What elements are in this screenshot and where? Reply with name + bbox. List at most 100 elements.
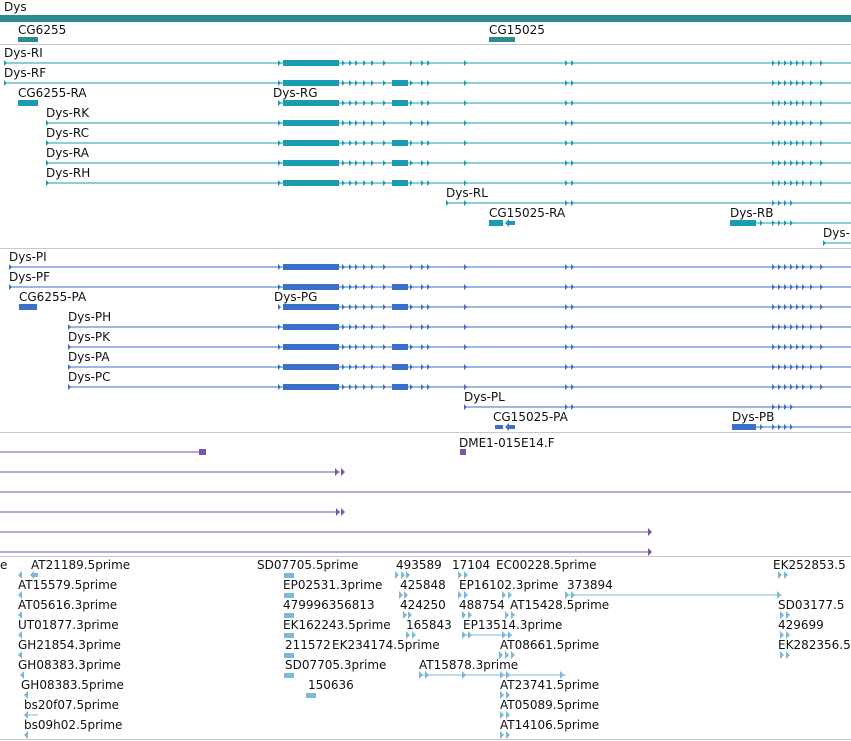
est-block[interactable] [306, 693, 316, 698]
exon-block[interactable] [392, 160, 408, 166]
est-label[interactable]: bs09h02.5prime [24, 718, 123, 732]
transcript-label[interactable]: Dys-RK [46, 106, 90, 120]
exon-mark[interactable] [565, 140, 568, 146]
exon-block[interactable] [283, 60, 339, 66]
exon-mark[interactable] [784, 264, 787, 270]
exon-mark[interactable] [778, 404, 781, 410]
exon-mark[interactable] [506, 711, 510, 719]
exon-mark[interactable] [18, 611, 22, 619]
exon-mark[interactable] [464, 404, 467, 410]
exon-mark[interactable] [335, 468, 339, 476]
exon-mark[interactable] [796, 284, 799, 290]
exon-mark[interactable] [404, 591, 408, 599]
exon-mark[interactable] [565, 591, 569, 599]
est-label[interactable]: UT01877.3prime [18, 618, 119, 632]
exon-mark[interactable] [363, 384, 366, 390]
exon-mark[interactable] [464, 160, 467, 166]
exon-mark[interactable] [790, 364, 793, 370]
exon-mark[interactable] [780, 651, 784, 659]
est-label[interactable]: EK162243.5prime [283, 618, 391, 632]
exon-mark[interactable] [778, 344, 781, 350]
transcript-label[interactable]: Dys-RF [4, 66, 47, 80]
exon-mark[interactable] [342, 100, 345, 106]
subgene-label-cg6255[interactable]: CG6255 [18, 23, 67, 37]
exon-mark[interactable] [341, 508, 345, 516]
exon-mark[interactable] [421, 120, 424, 126]
est-label[interactable]: EK282356.5 [778, 638, 851, 652]
exon-mark[interactable] [786, 651, 790, 659]
exon-mark[interactable] [500, 691, 504, 699]
exon-block[interactable] [283, 344, 339, 350]
exon-mark[interactable] [20, 671, 24, 679]
exon-mark[interactable] [410, 324, 413, 330]
exon-mark[interactable] [778, 384, 781, 390]
exon-mark[interactable] [820, 384, 823, 390]
exon-mark[interactable] [820, 324, 823, 330]
exon-mark[interactable] [790, 304, 793, 310]
exon-mark[interactable] [341, 468, 345, 476]
exon-mark[interactable] [462, 631, 466, 639]
exon-mark[interactable] [571, 324, 574, 330]
est-label[interactable]: GH21854.3prime [18, 638, 121, 652]
exon-mark[interactable] [371, 60, 374, 66]
exon-mark[interactable] [778, 100, 781, 106]
exon-mark[interactable] [342, 140, 345, 146]
exon-mark[interactable] [810, 100, 813, 106]
exon-mark[interactable] [464, 180, 467, 186]
exon-mark[interactable] [778, 80, 781, 86]
exon-mark[interactable] [278, 100, 281, 106]
exon-mark[interactable] [772, 180, 775, 186]
exon-mark[interactable] [363, 180, 366, 186]
exon-mark[interactable] [18, 631, 22, 639]
exon-mark[interactable] [355, 140, 358, 146]
exon-mark[interactable] [784, 284, 787, 290]
exon-mark[interactable] [571, 100, 574, 106]
exon-mark[interactable] [363, 80, 366, 86]
exon-mark[interactable] [506, 731, 510, 739]
exon-mark[interactable] [790, 160, 793, 166]
est-label[interactable]: 211572 [285, 638, 331, 652]
exon-mark[interactable] [784, 324, 787, 330]
exon-mark[interactable] [571, 284, 574, 290]
exon-mark[interactable] [810, 324, 813, 330]
exon-mark[interactable] [427, 364, 430, 370]
exon-mark[interactable] [342, 284, 345, 290]
exon-mark[interactable] [427, 304, 430, 310]
exon-mark[interactable] [46, 120, 49, 126]
exon-mark[interactable] [778, 364, 781, 370]
exon-mark[interactable] [421, 264, 424, 270]
exon-mark[interactable] [772, 100, 775, 106]
exon-mark[interactable] [571, 264, 574, 270]
exon-mark[interactable] [772, 120, 775, 126]
exon-mark[interactable] [349, 284, 352, 290]
est-label[interactable]: EK234174.5prime [332, 638, 440, 652]
exon-mark[interactable] [772, 200, 775, 206]
exon-mark[interactable] [802, 80, 805, 86]
exon-mark[interactable] [784, 364, 787, 370]
protein-label[interactable]: Dys-PG [274, 290, 318, 304]
exon-mark[interactable] [278, 284, 281, 290]
exon-mark[interactable] [648, 528, 652, 536]
exon-mark[interactable] [278, 160, 281, 166]
exon-block[interactable] [283, 180, 339, 186]
protein-label[interactable]: Dys-PA [68, 350, 110, 364]
exon-mark[interactable] [790, 264, 793, 270]
exon-mark[interactable] [565, 304, 568, 310]
exon-block[interactable] [283, 384, 339, 390]
exon-mark[interactable] [820, 264, 823, 270]
exon-block[interactable] [509, 425, 515, 429]
exon-mark[interactable] [371, 284, 374, 290]
exon-block[interactable] [283, 140, 339, 146]
est-label[interactable]: bs20f07.5prime [24, 698, 120, 712]
exon-mark[interactable] [565, 120, 568, 126]
exon-mark[interactable] [464, 304, 467, 310]
exon-mark[interactable] [784, 220, 787, 226]
exon-mark[interactable] [802, 264, 805, 270]
exon-mark[interactable] [790, 284, 793, 290]
est-label[interactable]: AT08661.5prime [500, 638, 600, 652]
exon-block[interactable] [283, 324, 339, 330]
exon-mark[interactable] [802, 344, 805, 350]
exon-mark[interactable] [24, 731, 28, 739]
transcript-label[interactable]: Dys-RG [273, 86, 318, 100]
exon-mark[interactable] [786, 611, 790, 619]
